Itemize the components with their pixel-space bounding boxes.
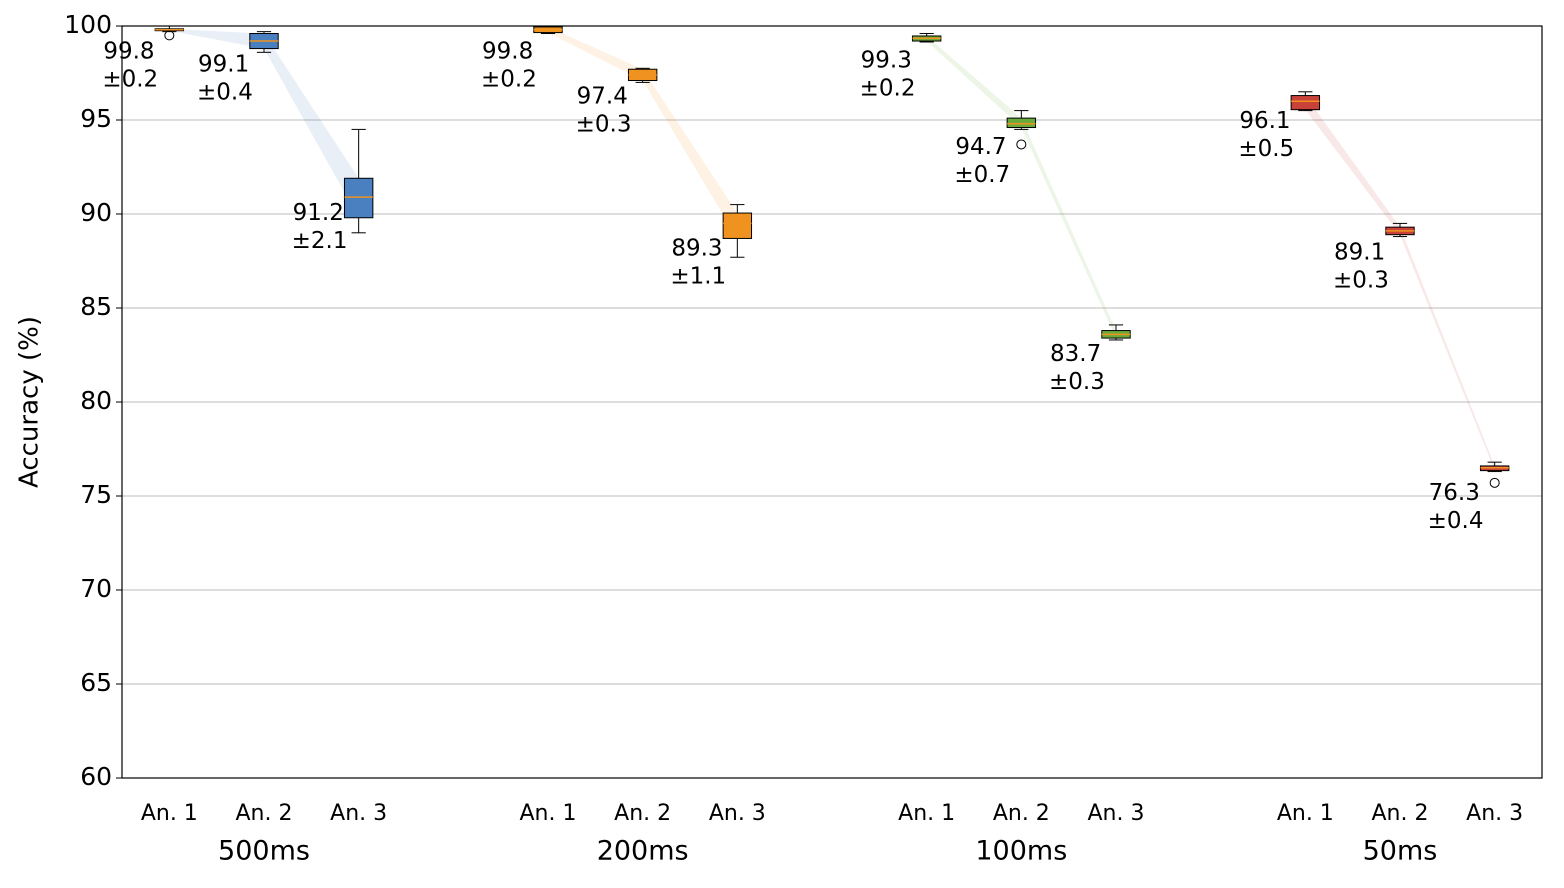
trend-band [264, 33, 359, 218]
mean-label: 96.1 [1239, 108, 1290, 134]
trend-band [642, 69, 738, 239]
box [1290, 95, 1321, 111]
outlier [1016, 139, 1027, 150]
group-label: 500ms [218, 836, 310, 867]
outlier [164, 30, 175, 41]
x-tick-label: An. 3 [709, 801, 766, 826]
trend-band [1021, 118, 1116, 339]
mean-label: 97.4 [577, 83, 628, 109]
std-label: ±0.4 [1428, 508, 1484, 534]
x-tick-label: An. 3 [330, 801, 387, 826]
group-label: 100ms [975, 836, 1067, 867]
outlier [1489, 477, 1500, 488]
x-tick-label: An. 1 [898, 801, 955, 826]
std-label: ±1.1 [670, 264, 726, 290]
mean-label: 76.3 [1429, 480, 1480, 506]
x-tick-label: An. 3 [1088, 801, 1145, 826]
mean-label: 99.1 [198, 51, 249, 77]
y-tick-label: 60 [80, 762, 112, 791]
trend-band [169, 28, 264, 49]
x-tick-label: An. 1 [1277, 801, 1334, 826]
std-label: ±0.7 [954, 162, 1010, 188]
std-label: ±0.3 [1333, 267, 1389, 293]
std-label: ±0.5 [1238, 136, 1294, 162]
y-axis-label: Accuracy (%) [15, 316, 45, 488]
trend-band [1305, 95, 1400, 235]
y-tick-label: 75 [80, 480, 112, 509]
trend-band [926, 35, 1022, 128]
std-label: ±2.1 [292, 228, 348, 254]
std-label: ±0.2 [481, 66, 537, 92]
x-tick-label: An. 2 [1372, 801, 1429, 826]
mean-label: 89.1 [1334, 239, 1385, 265]
mean-label: 83.7 [1050, 341, 1101, 367]
x-tick-label: An. 3 [1466, 801, 1523, 826]
box [343, 177, 374, 219]
std-label: ±0.3 [576, 111, 632, 137]
y-tick-label: 80 [80, 386, 112, 415]
y-tick-label: 70 [80, 574, 112, 603]
plot-frame [121, 25, 1543, 779]
trend-band [548, 26, 643, 81]
std-label: ±0.2 [102, 66, 158, 92]
y-tick-label: 100 [64, 10, 112, 39]
group-label: 200ms [597, 836, 689, 867]
mean-label: 99.8 [103, 38, 154, 64]
std-label: ±0.3 [1049, 369, 1105, 395]
y-tick-label: 90 [80, 198, 112, 227]
y-tick-label: 65 [80, 668, 112, 697]
y-tick-label: 85 [80, 292, 112, 321]
mean-label: 99.8 [482, 38, 533, 64]
mean-label: 91.2 [293, 200, 344, 226]
x-tick-label: An. 2 [993, 801, 1050, 826]
mean-label: 94.7 [955, 134, 1006, 160]
std-label: ±0.2 [860, 76, 916, 102]
y-tick-label: 95 [80, 104, 112, 133]
x-tick-label: An. 2 [236, 801, 293, 826]
box [722, 212, 753, 239]
x-tick-label: An. 2 [614, 801, 671, 826]
std-label: ±0.4 [197, 79, 253, 105]
x-tick-label: An. 1 [520, 801, 577, 826]
box [1006, 117, 1037, 129]
x-tick-label: An. 1 [141, 801, 198, 826]
trend-band [1400, 227, 1495, 471]
mean-label: 89.3 [671, 236, 722, 262]
mean-label: 99.3 [861, 48, 912, 74]
group-label: 50ms [1363, 836, 1438, 867]
